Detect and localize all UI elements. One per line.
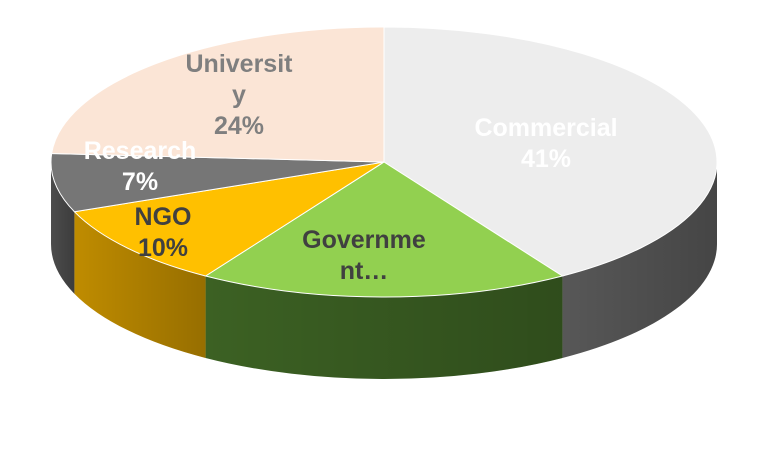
slice-side-shade-government [205,275,563,379]
data-label-line: NGO [135,203,192,231]
slice-research [50,153,385,213]
slice-side-shade-ngo [74,211,206,358]
data-label-line: 41% [521,145,571,173]
data-label-university: Universit y 24% [186,50,294,140]
data-label-line: Research [84,137,197,165]
pie-labels: Commercial 41% Governme nt… NGO 10% Research 7%… [84,50,618,285]
slice-side-shade-commercial [562,162,717,358]
data-label-commercial: Commercial 41% [474,114,617,173]
data-label-line: Universit [186,50,294,78]
pie-sides [51,162,717,379]
data-label-line: nt… [340,257,389,285]
data-label-government: Governme nt… [302,226,426,285]
slice-side-shade-research [51,162,75,294]
data-label-line: 24% [214,112,264,140]
data-label-line: 10% [138,234,188,262]
data-label-research: Research 7% [84,137,197,196]
data-label-line: Governme [302,226,426,254]
data-label-line: Commercial [474,114,617,142]
slice-commercial [383,26,718,277]
pie-tops [50,26,718,298]
data-label-line: 7% [122,168,158,196]
data-label-line: y [232,81,246,109]
slice-ngo [73,161,385,277]
slice-government [204,161,564,298]
slice-university [51,26,385,163]
data-label-ngo: NGO 10% [135,203,192,262]
